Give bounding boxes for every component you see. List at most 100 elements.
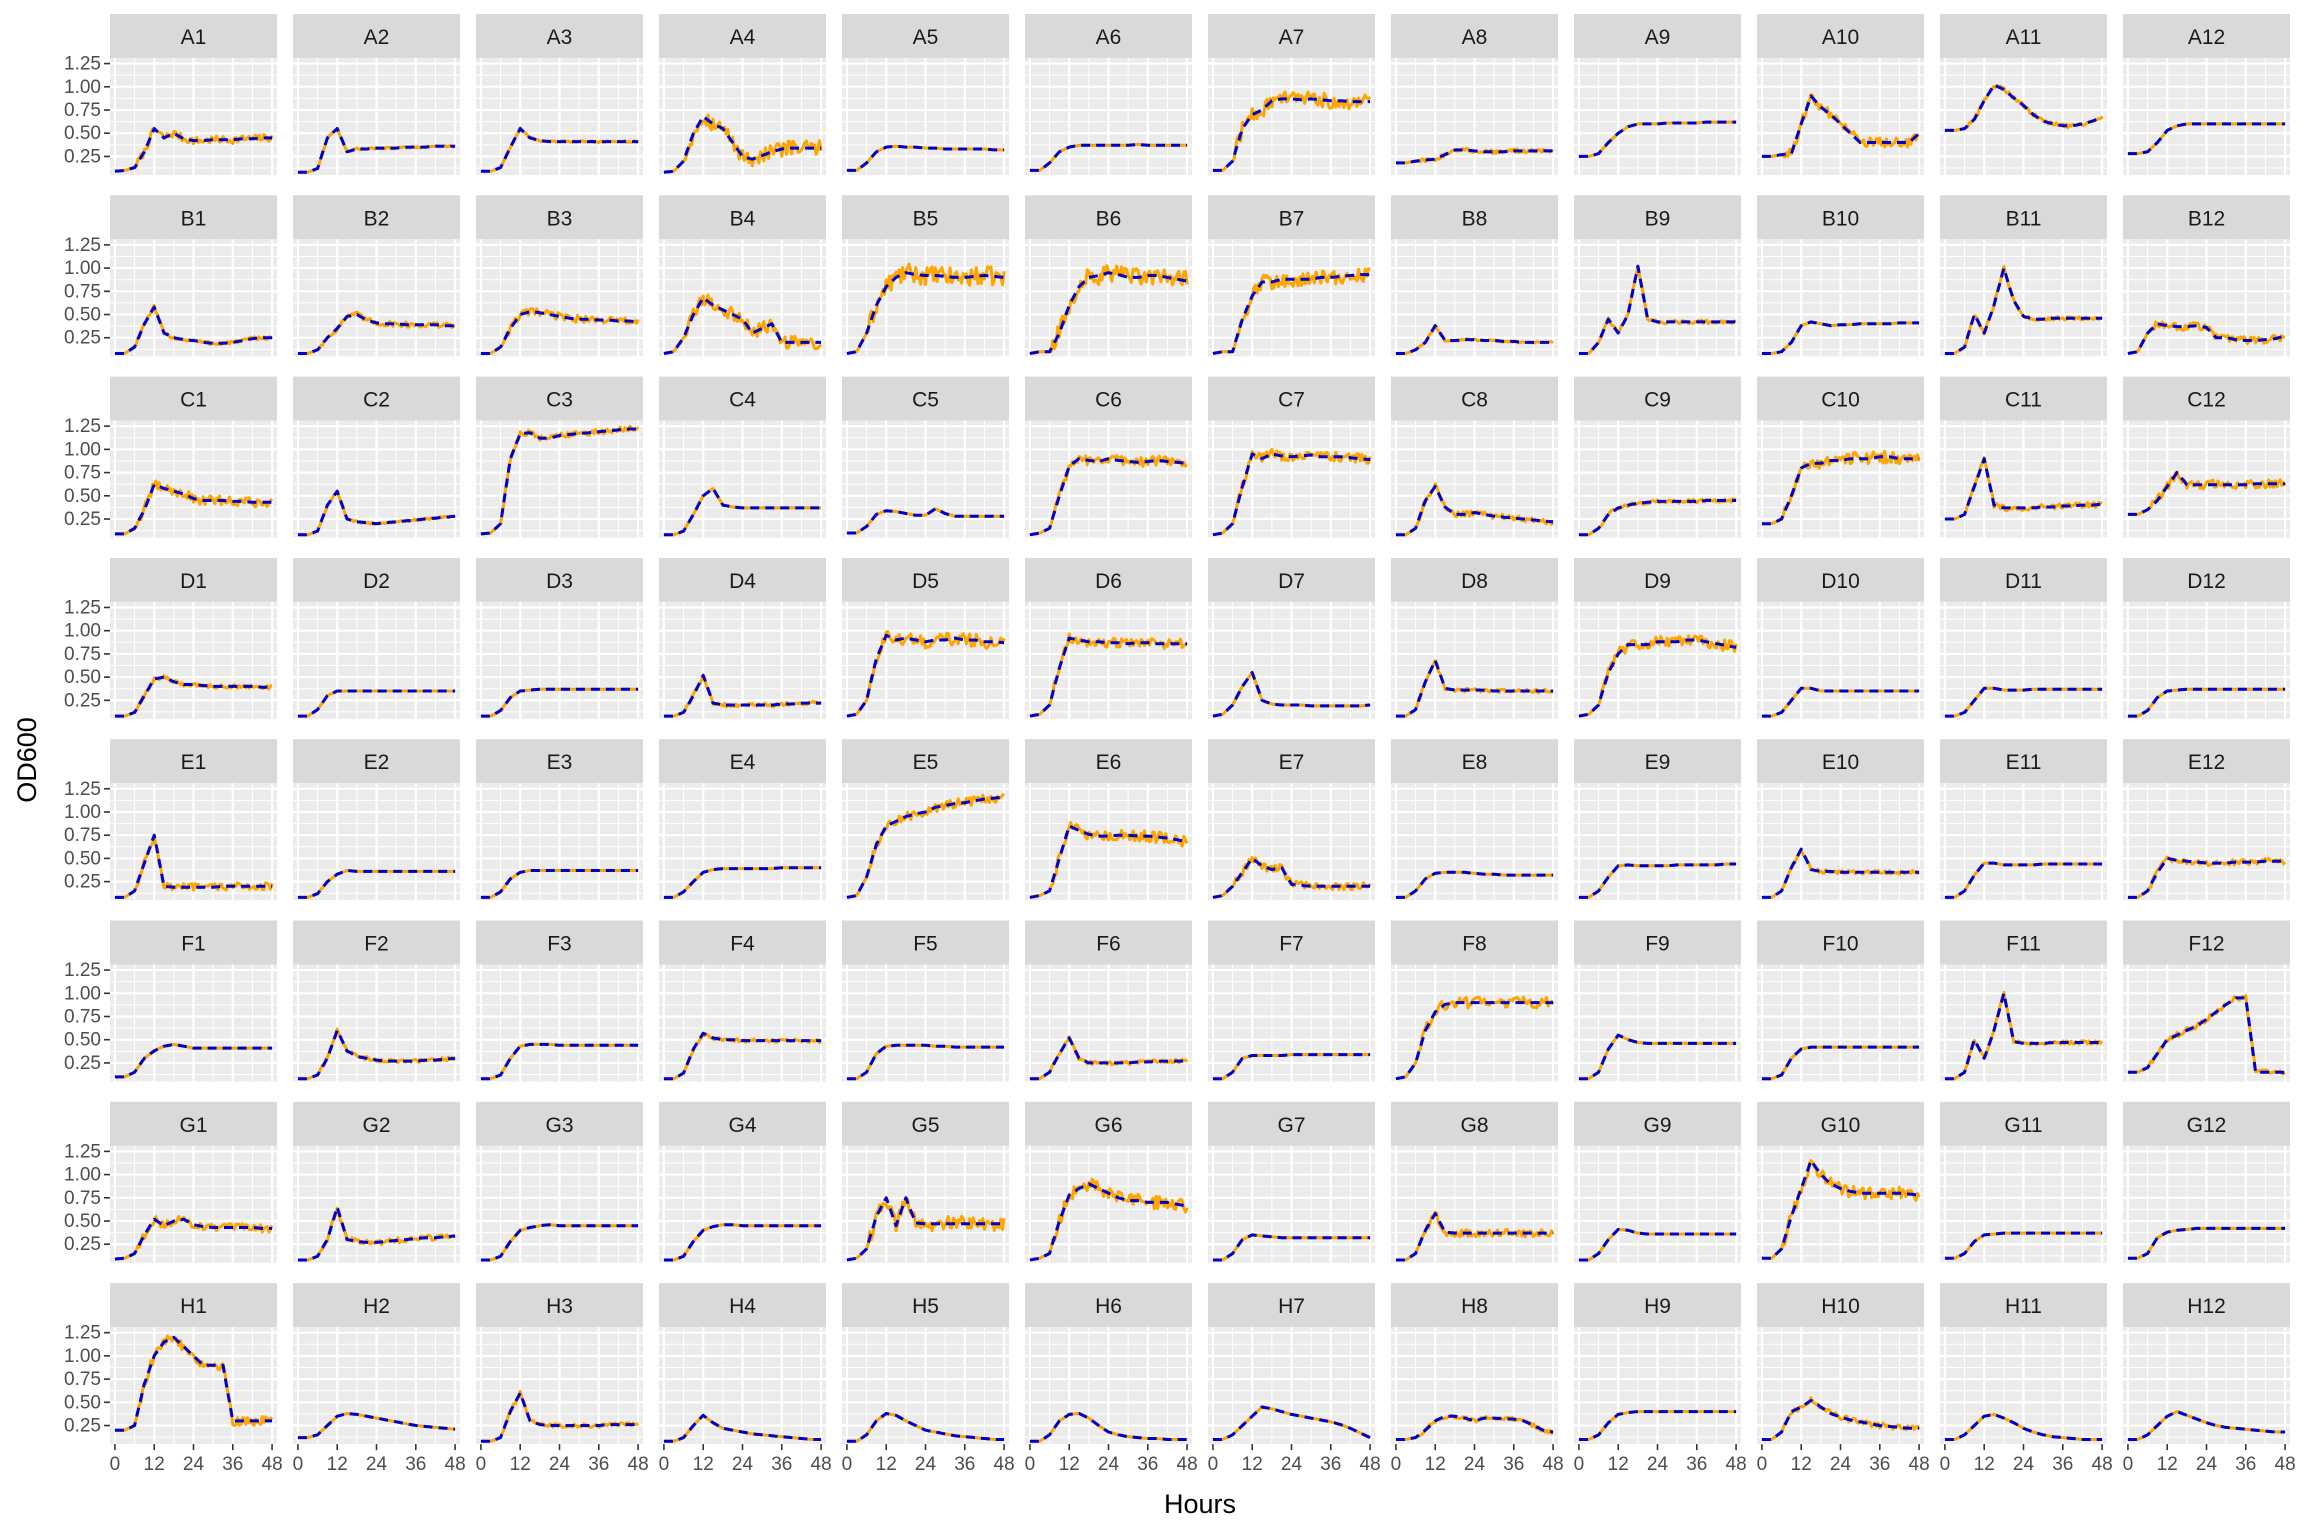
facet-strip — [1940, 739, 2107, 784]
series-smoothed-line — [1761, 1045, 1920, 1081]
facet-strip-label: F2 — [364, 933, 389, 956]
series-smoothed-line — [114, 833, 273, 899]
facet-panel-B2: B2 — [293, 195, 460, 357]
series-smoothed-line — [1395, 485, 1554, 537]
series-smoothed-line — [1212, 1233, 1371, 1262]
x-tick-label: 12 — [1974, 1454, 1995, 1475]
facet-strip-label: F4 — [730, 933, 755, 956]
facet-strip-label: A6 — [1096, 26, 1122, 49]
x-tick-label: 12 — [510, 1454, 531, 1475]
facet-strip — [1574, 920, 1741, 965]
series-raw-line — [663, 113, 823, 174]
y-tick-label: 1.25 — [64, 235, 101, 256]
x-tick-label: 36 — [1686, 1454, 1707, 1475]
facet-strip-label: H1 — [180, 1295, 207, 1318]
facet-strip-label: F10 — [1822, 933, 1858, 956]
series-smoothed-line — [846, 1043, 1005, 1081]
facet-panel-H11: H11 0 12 24 36 48 — [1940, 1283, 2113, 1475]
x-tick-label: 36 — [2052, 1454, 2073, 1475]
x-tick-label: 48 — [1726, 1454, 1747, 1475]
series-smoothed-line — [1395, 870, 1554, 899]
facet-strip-label: H4 — [729, 1295, 756, 1318]
series-smoothed-line — [1944, 457, 2103, 521]
y-tick-label: 1.00 — [64, 77, 101, 98]
facet-strip-label: D6 — [1095, 570, 1122, 593]
series-smoothed-line — [1029, 271, 1188, 355]
y-tick-label: 0.75 — [64, 825, 101, 846]
facet-panel-G2: G2 — [293, 1101, 460, 1263]
y-tick-label: 1.25 — [64, 416, 101, 437]
facet-strip — [1208, 739, 1375, 784]
facet-strip-label: E12 — [2188, 751, 2225, 774]
series-smoothed-line — [1761, 455, 1920, 526]
facet-strip — [476, 376, 643, 421]
facet-strip — [659, 376, 826, 421]
y-tick-label: 0.75 — [64, 281, 101, 302]
facet-strip — [1208, 376, 1375, 421]
series-smoothed-line — [2127, 1226, 2286, 1260]
facet-strip-label: D11 — [2005, 570, 2042, 593]
facet-panel-F10: F10 — [1757, 920, 1924, 1082]
series-smoothed-line — [663, 115, 822, 174]
x-tick-label: 36 — [588, 1454, 609, 1475]
series-raw-line — [1212, 267, 1371, 355]
facet-strip — [659, 920, 826, 965]
facet-panel-E5: E5 — [842, 739, 1009, 901]
y-tick-label: 0.75 — [64, 1188, 101, 1209]
series-smoothed-line — [297, 313, 456, 355]
series-smoothed-line — [846, 144, 1005, 172]
y-tick-label: 1.25 — [64, 1141, 101, 1162]
series-smoothed-line — [663, 673, 822, 718]
y-tick-label: 1.00 — [64, 439, 101, 460]
x-tick-label: 0 — [1025, 1454, 1036, 1475]
y-tick-label: 0.25 — [64, 1053, 101, 1074]
facet-strip-label: C10 — [1821, 389, 1860, 412]
facet-strip — [1940, 920, 2107, 965]
x-tick-label: 48 — [994, 1454, 1015, 1475]
facet-strip-label: F11 — [2006, 933, 2041, 956]
facet-strip — [293, 14, 460, 58]
facet-strip-label: A2 — [364, 26, 390, 49]
facet-strip — [842, 739, 1009, 784]
series-smoothed-line — [1944, 266, 2103, 355]
facet-strip — [1391, 557, 1558, 602]
facet-strip — [1025, 920, 1192, 965]
series-smoothed-line — [1578, 862, 1737, 899]
facet-strip-label: C4 — [729, 389, 756, 412]
facet-strip-label: H3 — [546, 1295, 573, 1318]
facet-panel-G5: G5 — [842, 1101, 1009, 1263]
facet-strip — [476, 1101, 643, 1146]
facet-strip-label: E9 — [1645, 751, 1671, 774]
facet-strip-label: F9 — [1645, 933, 1670, 956]
facet-strip — [842, 376, 1009, 421]
facet-strip-label: C5 — [912, 389, 939, 412]
facet-strip — [2123, 14, 2290, 58]
facet-strip — [110, 376, 277, 421]
facet-panel-B10: B10 — [1757, 195, 1924, 357]
facet-strip-label: B11 — [2006, 207, 2042, 230]
y-tick-label: 1.25 — [64, 1323, 101, 1344]
x-tick-label: 12 — [1425, 1454, 1446, 1475]
facet-strip-label: A9 — [1645, 26, 1671, 49]
series-smoothed-line — [2127, 1410, 2286, 1441]
series-smoothed-line — [663, 1413, 822, 1443]
facet-panel-D3: D3 — [476, 557, 643, 719]
x-tick-label: 48 — [1543, 1454, 1564, 1475]
series-smoothed-line — [114, 1335, 273, 1432]
x-tick-label: 24 — [366, 1454, 388, 1475]
facet-strip-label: G11 — [2004, 1114, 2042, 1137]
facet-strip — [1391, 739, 1558, 784]
series-smoothed-line — [1212, 97, 1371, 172]
x-tick-label: 48 — [445, 1454, 466, 1475]
facet-strip-label: E2 — [364, 751, 390, 774]
series-smoothed-line — [1395, 1001, 1554, 1081]
facet-strip-label: C6 — [1095, 389, 1122, 412]
x-tick-label: 0 — [1208, 1454, 1219, 1475]
facet-strip-label: E5 — [913, 751, 939, 774]
facet-panel-H1: H1 0.25 0.500.751.001.25 0 12 24 36 48 — [64, 1283, 283, 1475]
series-smoothed-line — [1944, 686, 2103, 718]
x-tick-label: 24 — [2013, 1454, 2035, 1475]
y-tick-label: 0.25 — [64, 690, 101, 711]
facet-strip-label: G7 — [1277, 1114, 1305, 1137]
facet-strip-label: C11 — [2005, 389, 2042, 412]
